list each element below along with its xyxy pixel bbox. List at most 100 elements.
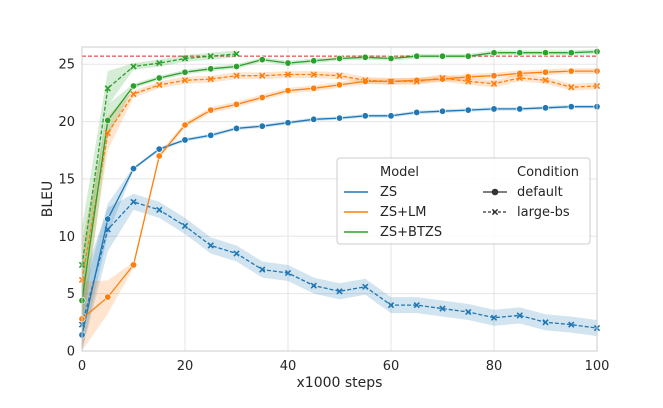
point-zs-lm-large-bs xyxy=(439,74,446,82)
point-zs-lm-default xyxy=(104,293,112,301)
x-tick-label: 60 xyxy=(383,359,400,374)
x-tick-label: 20 xyxy=(177,359,194,374)
point-zs-default xyxy=(181,136,189,144)
point-zs-large-bs xyxy=(181,222,189,230)
point-zs-btzs-default xyxy=(155,74,163,82)
point-zs-btzs-default xyxy=(516,49,524,57)
point-zs-lm-large-bs xyxy=(413,78,420,85)
point-zs-lm-large-bs xyxy=(310,71,317,78)
point-zs-large-bs xyxy=(310,282,317,289)
point-zs-lm-default xyxy=(516,69,524,77)
point-zs-btzs-default xyxy=(258,56,266,64)
point-zs-default xyxy=(541,104,549,112)
point-zs-lm-large-bs xyxy=(465,78,472,85)
point-zs-lm-default xyxy=(310,84,318,92)
point-zs-btzs-large-bs xyxy=(104,85,111,92)
x-tick-label: 0 xyxy=(78,359,86,374)
point-zs-lm-large-bs xyxy=(336,72,343,79)
plot-frame xyxy=(81,46,598,352)
point-zs-default xyxy=(233,124,241,132)
legend-label-model: ZS xyxy=(380,185,397,200)
y-tick-label: 0 xyxy=(67,345,75,360)
point-zs-lm-large-bs xyxy=(181,77,189,84)
point-zs-large-bs xyxy=(516,312,523,319)
point-zs-lm-default xyxy=(438,75,446,83)
y-tick-label: 20 xyxy=(58,115,75,130)
series-markers xyxy=(78,48,601,339)
point-zs-large-bs xyxy=(387,301,395,309)
point-zs-default xyxy=(567,103,575,111)
point-zs-default xyxy=(361,112,369,120)
point-zs-large-bs xyxy=(362,283,369,290)
point-zs-large-bs xyxy=(542,319,549,326)
point-zs-default xyxy=(310,115,318,123)
x-tick-label: 80 xyxy=(486,359,503,374)
point-zs-btzs-default xyxy=(335,54,343,62)
point-zs-default xyxy=(155,145,163,153)
point-zs-default xyxy=(516,105,524,113)
point-zs-large-bs xyxy=(490,314,498,321)
point-zs-lm-default xyxy=(490,72,498,80)
point-zs-btzs-large-bs xyxy=(156,59,163,67)
point-zs-lm-default xyxy=(233,100,241,108)
point-zs-btzs-default xyxy=(464,52,472,60)
point-zs-large-bs xyxy=(284,269,292,277)
point-zs-btzs-default xyxy=(387,54,395,62)
point-zs-lm-default xyxy=(284,87,292,95)
point-zs-btzs-default xyxy=(413,52,421,60)
x-axis-label: x1000 steps xyxy=(297,375,383,391)
point-zs-large-bs xyxy=(233,250,240,257)
point-zs-lm-large-bs xyxy=(284,71,292,78)
legend-marker-x xyxy=(491,208,499,216)
point-zs-default xyxy=(438,107,446,115)
point-zs-lm-default xyxy=(335,81,343,89)
legend-label-model: ZS+LM xyxy=(380,205,427,220)
point-zs-default xyxy=(335,114,343,122)
point-zs-btzs-default xyxy=(490,49,498,57)
point-zs-btzs-default xyxy=(310,57,318,65)
point-zs-lm-default xyxy=(541,68,549,76)
point-zs-lm-large-bs xyxy=(156,81,163,89)
point-zs-default xyxy=(464,106,472,114)
point-zs-default xyxy=(490,105,498,113)
x-tick-label: 40 xyxy=(280,359,297,374)
point-zs-btzs-default xyxy=(207,65,215,73)
legend-label-model: ZS+BTZS xyxy=(380,225,442,240)
point-zs-btzs-large-bs xyxy=(181,55,189,62)
point-zs-lm-default xyxy=(130,261,138,269)
x-tick-label: 100 xyxy=(585,359,610,374)
point-zs-lm-large-bs xyxy=(387,78,395,85)
legend-title-condition: Condition xyxy=(517,165,579,180)
y-tick-label: 10 xyxy=(58,230,75,245)
point-zs-default xyxy=(284,119,292,127)
point-zs-btzs-default xyxy=(361,53,369,61)
point-zs-lm-large-bs xyxy=(490,80,498,87)
legend-box xyxy=(336,157,591,245)
point-zs-default xyxy=(258,122,266,130)
point-zs-lm-default xyxy=(207,106,215,114)
point-zs-large-bs xyxy=(439,305,446,312)
point-zs-lm-default xyxy=(464,73,472,81)
point-zs-btzs-default xyxy=(233,63,241,71)
legend: Model ZS ZS+LM ZS+BTZS Condition default large… xyxy=(336,157,591,245)
legend-label-condition: default xyxy=(517,185,563,200)
point-zs-default xyxy=(413,108,421,116)
point-zs-lm-large-bs xyxy=(568,83,575,91)
point-zs-btzs-large-bs xyxy=(130,63,137,70)
axes-spines xyxy=(81,46,598,352)
point-zs-large-bs xyxy=(413,301,420,309)
point-zs-large-bs xyxy=(104,226,111,233)
point-zs-lm-large-bs xyxy=(259,72,266,79)
point-zs-lm-large-bs xyxy=(542,77,549,84)
point-zs-btzs-default xyxy=(567,49,575,57)
legend-title-model: Model xyxy=(380,165,419,180)
point-zs-default xyxy=(207,131,215,139)
point-zs-lm-default xyxy=(181,121,189,129)
point-zs-large-bs xyxy=(130,198,137,206)
y-tick-label: 5 xyxy=(67,287,75,302)
band-zs-lm-large-bs xyxy=(82,71,597,318)
point-zs-large-bs xyxy=(207,242,214,249)
point-zs-large-bs xyxy=(465,308,472,316)
point-zs-btzs-default xyxy=(438,52,446,60)
